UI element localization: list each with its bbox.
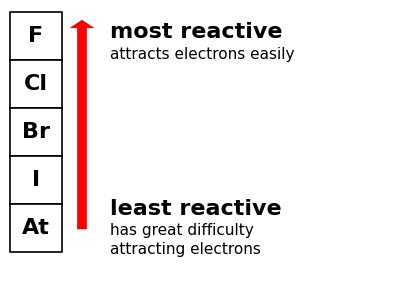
Text: F: F — [28, 26, 44, 46]
Bar — [10, 60, 62, 108]
Text: At: At — [22, 218, 50, 238]
Text: has great difficulty
attracting electrons: has great difficulty attracting electron… — [110, 222, 261, 257]
Text: attracts electrons easily: attracts electrons easily — [110, 47, 294, 61]
Bar — [10, 204, 62, 252]
Text: I: I — [32, 170, 40, 190]
Text: most reactive: most reactive — [110, 22, 282, 42]
Text: Br: Br — [22, 122, 50, 142]
Text: least reactive: least reactive — [110, 199, 282, 219]
Bar — [10, 108, 62, 156]
Bar — [10, 156, 62, 204]
Bar — [10, 12, 62, 60]
Text: Cl: Cl — [24, 74, 48, 94]
